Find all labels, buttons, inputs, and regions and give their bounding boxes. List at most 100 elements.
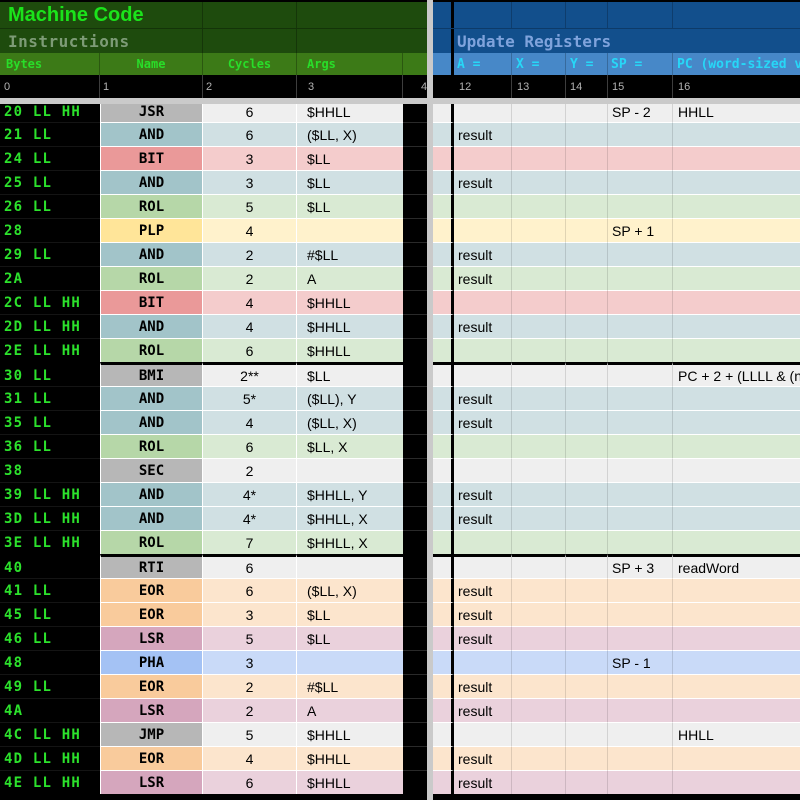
cell-x[interactable] (512, 122, 566, 146)
cell-y[interactable] (566, 170, 608, 194)
cell-y[interactable] (566, 266, 608, 290)
cell-x[interactable] (512, 458, 566, 482)
cell-a[interactable] (454, 194, 512, 218)
cell-empty[interactable] (403, 722, 427, 746)
cell-y[interactable] (566, 722, 608, 746)
cell-y[interactable] (566, 482, 608, 506)
cell-sp[interactable] (608, 266, 673, 290)
cell-cycles[interactable]: 2 (203, 674, 297, 698)
cell-cycles[interactable]: 4* (203, 506, 297, 530)
cell-empty[interactable] (403, 530, 427, 554)
cell-x[interactable] (512, 146, 566, 170)
cell-cycles[interactable]: 6 (203, 338, 297, 362)
cell-cycles[interactable]: 5 (203, 194, 297, 218)
cell-bytes[interactable]: 2A (0, 266, 100, 290)
cell-empty[interactable] (403, 242, 427, 266)
cell-args[interactable]: $LL (297, 626, 403, 650)
cell-args[interactable]: $HHLL (297, 722, 403, 746)
cell-col11-tail[interactable] (433, 650, 454, 674)
cell-a[interactable] (454, 722, 512, 746)
cell-a[interactable]: result (454, 770, 512, 794)
cell-pc[interactable] (673, 194, 800, 218)
cell-sp[interactable] (608, 122, 673, 146)
cell-sp[interactable] (608, 170, 673, 194)
cell-x[interactable] (512, 626, 566, 650)
cell-y[interactable] (566, 602, 608, 626)
cell-bytes[interactable]: 31 LL (0, 386, 100, 410)
cell-a[interactable] (454, 338, 512, 362)
cell-a[interactable]: result (454, 410, 512, 434)
cell-col11-tail[interactable] (433, 338, 454, 362)
cell-args[interactable]: $HHLL (297, 290, 403, 314)
cell-name[interactable]: BIT (100, 290, 203, 314)
cell-bytes[interactable]: 4C LL HH (0, 722, 100, 746)
cell-empty[interactable] (403, 410, 427, 434)
cell-col11-tail[interactable] (433, 770, 454, 794)
cell-name[interactable]: AND (100, 122, 203, 146)
sheet-title-cell[interactable]: Machine Code (0, 2, 203, 28)
cell-y[interactable] (566, 698, 608, 722)
cell-args[interactable]: #$LL (297, 242, 403, 266)
cell-a[interactable] (454, 362, 512, 386)
cell-x[interactable] (512, 650, 566, 674)
cell-sp[interactable] (608, 362, 673, 386)
cell-cycles[interactable]: 7 (203, 530, 297, 554)
cell-col11-tail[interactable] (433, 626, 454, 650)
cell-name[interactable]: EOR (100, 746, 203, 770)
cell-empty[interactable] (403, 578, 427, 602)
cell-bytes[interactable]: 2D LL HH (0, 314, 100, 338)
cell-args[interactable] (297, 650, 403, 674)
cell-sp[interactable] (608, 722, 673, 746)
cell-pc[interactable]: HHLL (673, 722, 800, 746)
cell-name[interactable]: EOR (100, 602, 203, 626)
cell-cycles[interactable]: 6 (203, 434, 297, 458)
cell-sp[interactable] (608, 338, 673, 362)
column-header-name[interactable]: Name (100, 53, 203, 75)
cell-bytes[interactable]: 3E LL HH (0, 530, 100, 554)
cell-y[interactable] (566, 386, 608, 410)
cell-bytes[interactable]: 36 LL (0, 434, 100, 458)
col-number-1[interactable]: 1 (100, 75, 203, 98)
cell-sp[interactable] (608, 698, 673, 722)
cell-bytes[interactable]: 35 LL (0, 410, 100, 434)
cell-empty[interactable] (403, 194, 427, 218)
cell-col11-tail[interactable] (433, 578, 454, 602)
cell-cycles[interactable]: 4 (203, 746, 297, 770)
cell-sp[interactable] (608, 410, 673, 434)
cell-sp[interactable] (608, 482, 673, 506)
cell-args[interactable]: $LL (297, 602, 403, 626)
cell-name[interactable]: AND (100, 482, 203, 506)
cell-col11-tail[interactable] (433, 146, 454, 170)
cell-col11-tail[interactable] (433, 290, 454, 314)
cell-pc[interactable]: PC + 2 + (LLLL & (nn (673, 362, 800, 386)
cell-empty[interactable] (403, 290, 427, 314)
cell-sp[interactable] (608, 602, 673, 626)
cell-col11-tail[interactable] (433, 674, 454, 698)
cell-x[interactable] (512, 362, 566, 386)
cell-col11-tail[interactable] (433, 194, 454, 218)
cell-sp[interactable] (608, 770, 673, 794)
cell-x[interactable] (512, 530, 566, 554)
cell-pc[interactable] (673, 242, 800, 266)
cell-a[interactable]: result (454, 626, 512, 650)
cell-a[interactable]: result (454, 698, 512, 722)
cell-sp[interactable] (608, 746, 673, 770)
cell-y[interactable] (566, 290, 608, 314)
cell-col11-tail[interactable] (433, 386, 454, 410)
column-header-bytes[interactable]: Bytes (0, 53, 100, 75)
cell-a[interactable]: result (454, 674, 512, 698)
cell-x[interactable] (512, 746, 566, 770)
cell-x[interactable] (512, 410, 566, 434)
col-number-16[interactable]: 16 (678, 80, 691, 93)
cell-bytes[interactable]: 38 (0, 458, 100, 482)
cell-pc[interactable]: readWord (673, 554, 800, 578)
cell-empty[interactable] (403, 458, 427, 482)
cell-bytes[interactable]: 48 (0, 650, 100, 674)
cell-empty[interactable] (403, 386, 427, 410)
cell-cycles[interactable]: 5 (203, 722, 297, 746)
empty-cell[interactable] (203, 29, 297, 53)
cell-args[interactable]: A (297, 266, 403, 290)
cell-bytes[interactable]: 28 (0, 218, 100, 242)
cell-y[interactable] (566, 578, 608, 602)
cell-cycles[interactable]: 2 (203, 458, 297, 482)
